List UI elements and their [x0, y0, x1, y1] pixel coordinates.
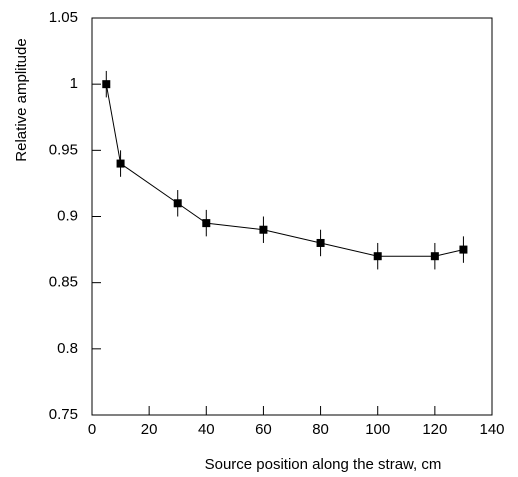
y-tick-label: 0.75	[49, 406, 78, 423]
y-tick-label: 1.05	[49, 9, 78, 26]
data-point	[102, 80, 111, 89]
x-tick-label: 0	[88, 421, 96, 438]
data-point	[373, 252, 382, 261]
plot-frame	[91, 17, 493, 416]
data-point	[173, 199, 182, 208]
y-tick-label: 0.9	[57, 207, 78, 224]
x-tick-label: 140	[479, 421, 504, 438]
data-point	[459, 245, 468, 254]
y-tick-label: 0.8	[57, 340, 78, 357]
data-line	[105, 84, 464, 257]
y-tick-label: 0.95	[49, 141, 78, 158]
data-point	[430, 252, 439, 261]
data-point	[202, 219, 211, 228]
x-tick-label: 60	[255, 421, 272, 438]
x-tick-label: 100	[365, 421, 390, 438]
data-point	[259, 225, 268, 234]
y-tick-label: 0.85	[49, 274, 78, 291]
x-tick-label: 40	[198, 421, 215, 438]
data-point	[316, 238, 325, 247]
data-point	[116, 159, 125, 168]
x-axis-label: Source position along the straw, cm	[205, 456, 442, 473]
y-axis-label: Relative amplitude	[13, 38, 30, 161]
x-tick-label: 80	[312, 421, 329, 438]
y-tick-label: 1	[70, 75, 78, 92]
x-tick-label: 20	[141, 421, 158, 438]
x-tick-label: 120	[422, 421, 447, 438]
